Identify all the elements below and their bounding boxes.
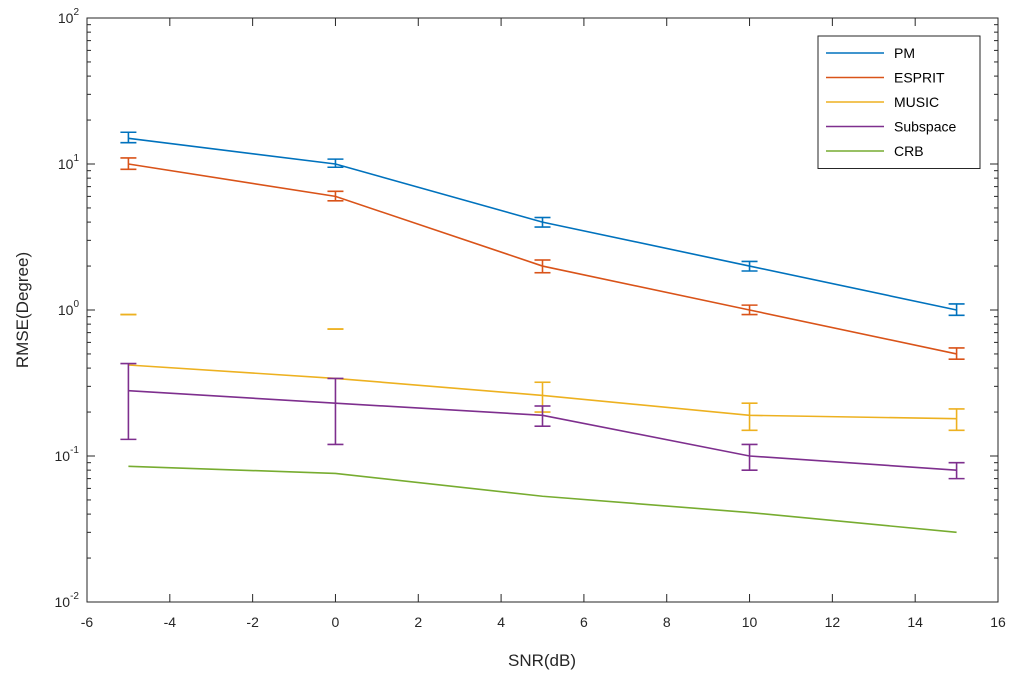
x-tick-label: 0	[332, 614, 340, 630]
series-crb	[128, 465, 957, 534]
x-tick-label: -4	[164, 614, 177, 630]
series-subspace	[120, 362, 965, 480]
legend-label: CRB	[894, 143, 924, 159]
x-tick-label: 4	[497, 614, 505, 630]
series-line	[128, 465, 957, 534]
x-axis-title: SNR(dB)	[508, 651, 576, 670]
x-tick-label: -6	[81, 614, 94, 630]
legend-label: MUSIC	[894, 94, 939, 110]
y-tick-base: 10	[58, 10, 74, 26]
y-tick-base: 10	[58, 302, 74, 318]
series-esprit	[120, 157, 965, 361]
x-tick-label: 6	[580, 614, 588, 630]
x-tick-label: 8	[663, 614, 671, 630]
y-tick-label: 10-1	[55, 445, 80, 464]
y-tick-base: 10	[55, 448, 71, 464]
x-tick-label: 12	[825, 614, 841, 630]
series-layer	[120, 131, 965, 534]
series-pm	[120, 131, 965, 317]
legend: PM ESPRIT MUSIC Subspace CRB	[817, 35, 981, 169]
y-tick-exponent: -1	[70, 445, 79, 456]
legend-label: Subspace	[894, 119, 956, 135]
y-tick-exponent: 1	[73, 153, 79, 164]
y-tick-label: 101	[58, 153, 80, 172]
legend-label: ESPRIT	[894, 70, 945, 86]
y-tick-exponent: 2	[73, 7, 79, 18]
y-tick-label: 102	[58, 7, 80, 26]
y-tick-label: 100	[58, 299, 80, 318]
y-axis-title: RMSE(Degree)	[13, 252, 32, 368]
y-tick-exponent: 0	[73, 299, 79, 310]
y-tick-exponent: -2	[70, 591, 79, 602]
x-tick-label: -2	[246, 614, 259, 630]
y-tick-base: 10	[55, 594, 71, 610]
x-tick-label: 14	[907, 614, 923, 630]
axis-ticks	[86, 17, 999, 603]
x-tick-label: 16	[990, 614, 1006, 630]
legend-label: PM	[894, 45, 915, 61]
y-tick-base: 10	[58, 156, 74, 172]
x-tick-label: 2	[414, 614, 422, 630]
x-tick-label: 10	[742, 614, 758, 630]
y-tick-label: 10-2	[55, 591, 80, 610]
